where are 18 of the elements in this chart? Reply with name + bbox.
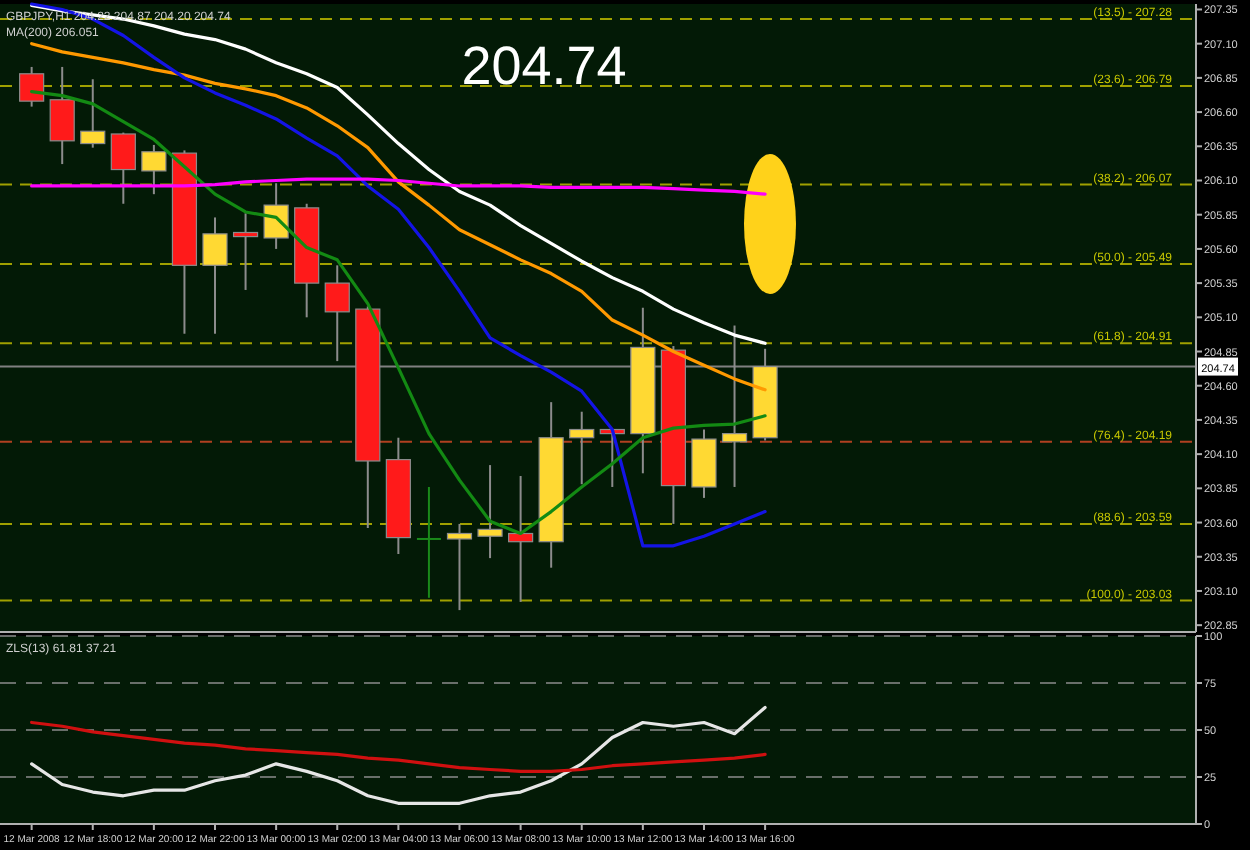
- candlestick: [324, 264, 350, 363]
- candlestick: [691, 428, 717, 499]
- candlestick: [569, 410, 595, 486]
- line-series: [30, 177, 767, 196]
- line-series: [30, 720, 767, 773]
- candlestick: [110, 131, 136, 205]
- candlestick: [415, 485, 442, 599]
- line-series: [30, 705, 767, 805]
- candlestick: [477, 464, 503, 560]
- candlestick: [19, 65, 45, 108]
- candlestick: [508, 475, 534, 603]
- candlestick: [141, 143, 167, 196]
- candlestick: [446, 522, 473, 612]
- candlestick: [202, 216, 228, 335]
- annotation: 204.74: [461, 36, 627, 96]
- candlestick: [232, 212, 259, 291]
- candlestick: [49, 65, 75, 166]
- candlestick: [80, 78, 106, 149]
